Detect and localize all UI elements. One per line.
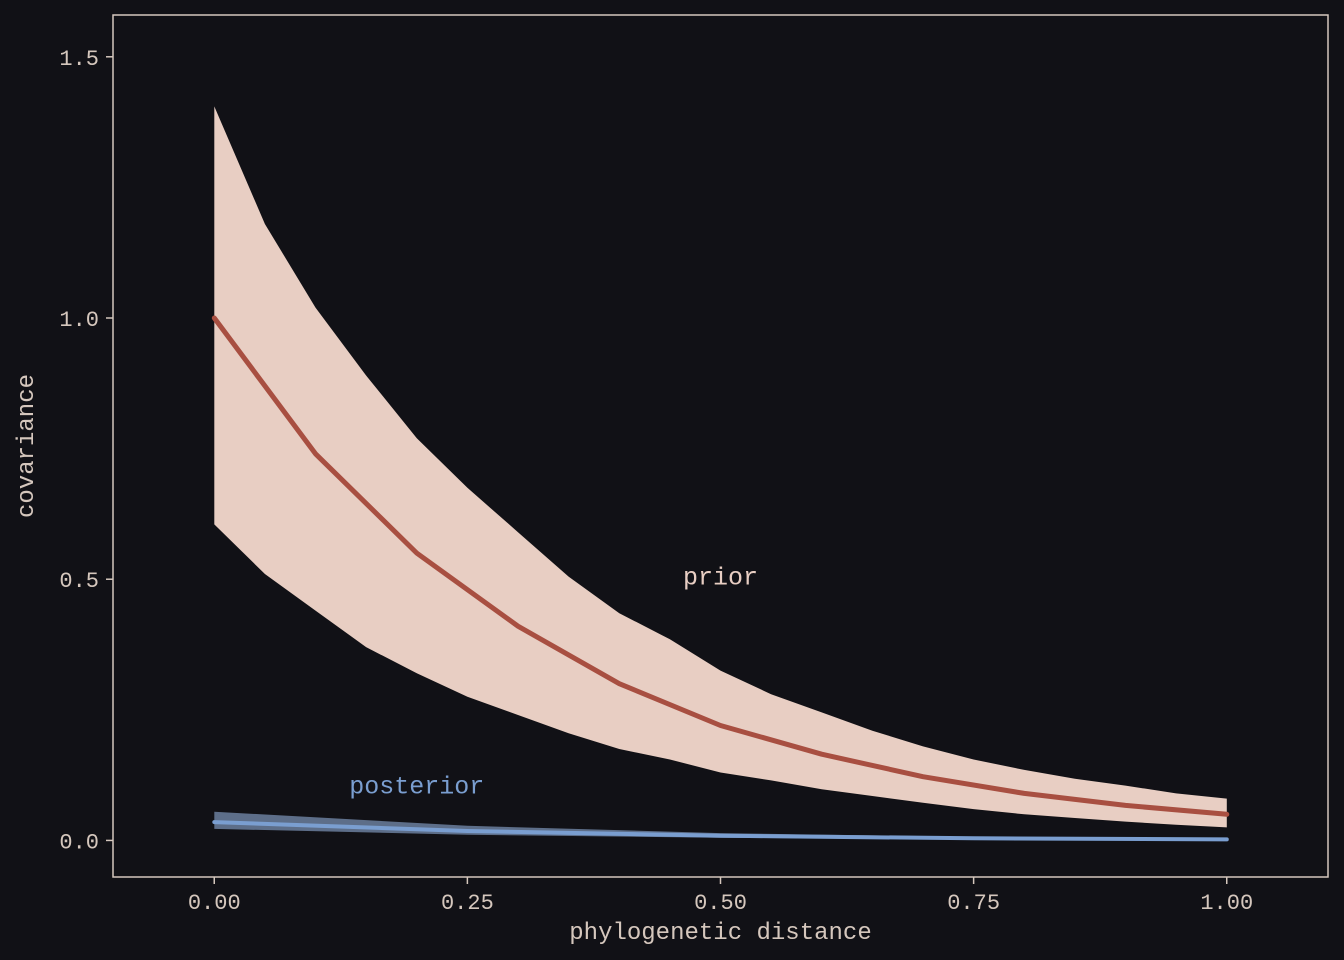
posterior-annotation: posterior [349, 772, 484, 801]
y-axis: 0.0 0.5 1.0 1.5 [59, 47, 113, 855]
posterior-band [214, 811, 1227, 841]
prior-mean-line [211, 315, 1230, 817]
y-tick-label: 0.5 [59, 569, 99, 594]
prior-band [214, 106, 1227, 828]
x-axis: 0.00 0.25 0.50 0.75 1.00 [188, 877, 1253, 916]
annotation-layer: prior posterior [349, 563, 758, 801]
x-tick-label: 0.00 [188, 891, 241, 916]
y-tick-label: 0.0 [59, 830, 99, 855]
y-axis-label: covariance [14, 374, 41, 518]
x-axis-label: phylogenetic distance [569, 920, 871, 947]
x-tick-label: 0.25 [441, 891, 494, 916]
x-tick-label: 1.00 [1200, 891, 1253, 916]
x-tick-label: 0.75 [947, 891, 1000, 916]
posterior-mean-line [212, 820, 1229, 842]
x-tick-label: 0.50 [694, 891, 747, 916]
line-layer [211, 315, 1230, 842]
band-layer [214, 106, 1227, 841]
prior-annotation: prior [683, 563, 758, 592]
y-tick-label: 1.5 [59, 47, 99, 72]
y-tick-label: 1.0 [59, 308, 99, 333]
